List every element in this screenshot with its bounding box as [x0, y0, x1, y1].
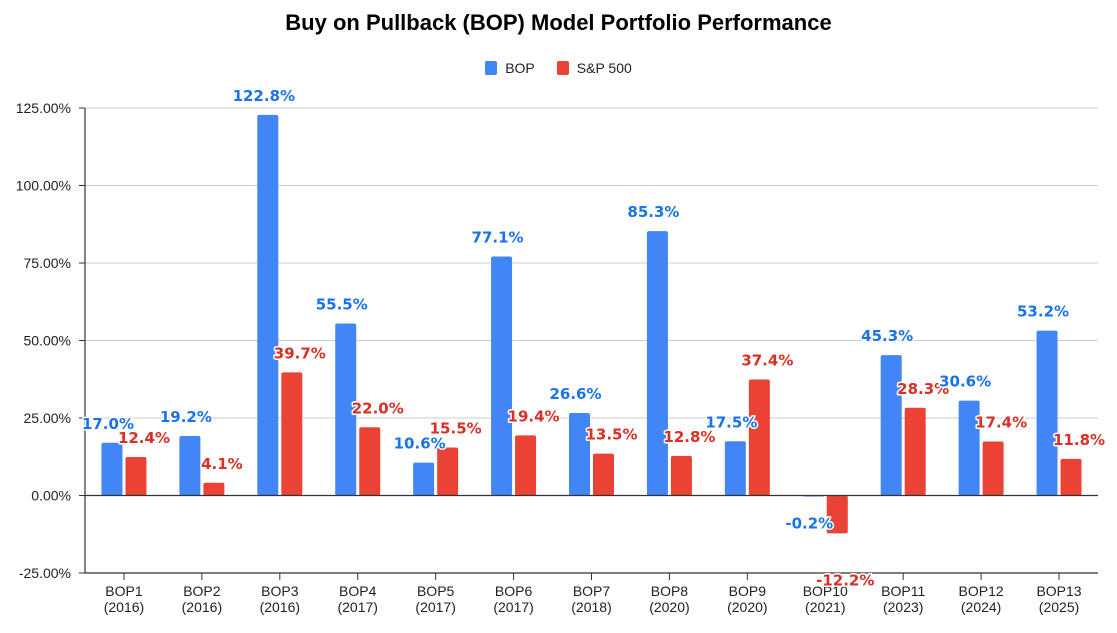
x-tick-label: BOP2 — [183, 583, 221, 599]
x-tick-label: BOP6 — [495, 583, 533, 599]
bar-bop — [179, 435, 201, 496]
data-label-bop: 26.6% — [549, 385, 601, 403]
data-label-sp500: 28.3% — [897, 380, 949, 398]
bar-sp500 — [359, 427, 381, 496]
x-tick-label: BOP13 — [1036, 583, 1081, 599]
legend-label-bop: BOP — [505, 60, 535, 76]
x-tick-label: BOP8 — [651, 583, 689, 599]
bar-bop — [1036, 330, 1058, 496]
legend-swatch-sp500 — [556, 61, 569, 75]
bar-bop — [491, 256, 513, 496]
data-label-bop: 55.5% — [316, 295, 368, 313]
data-label-sp500: 12.8% — [663, 428, 715, 446]
x-tick-label-year: (2020) — [649, 599, 689, 615]
data-label-sp500: 4.1% — [201, 455, 243, 473]
bar-sp500 — [203, 482, 225, 496]
y-tick-label: -25.00% — [19, 565, 71, 581]
bar-sp500 — [125, 457, 147, 496]
x-tick-label-year: (2017) — [493, 599, 533, 615]
data-label-bop: 30.6% — [939, 373, 991, 391]
y-tick-label: 125.00% — [16, 100, 71, 116]
bar-sp500 — [437, 447, 459, 496]
bar-sp500 — [593, 453, 614, 496]
data-label-sp500: 13.5% — [585, 426, 637, 444]
x-tick-label: BOP9 — [729, 583, 767, 599]
x-tick-label-year: (2024) — [961, 599, 1001, 615]
x-tick-label-year: (2025) — [1039, 599, 1079, 615]
data-label-sp500: 15.5% — [430, 419, 482, 437]
x-tick-label-year: (2023) — [883, 599, 923, 615]
chart-title: Buy on Pullback (BOP) Model Portfolio Pe… — [285, 10, 832, 35]
data-label-bop: 77.1% — [472, 228, 524, 246]
x-tick-label-year: (2020) — [727, 599, 767, 615]
data-label-bop: 45.3% — [861, 327, 913, 345]
data-label-bop: 17.0% — [82, 415, 134, 433]
y-tick-label: 75.00% — [24, 255, 71, 271]
y-tick-label: 0.00% — [31, 488, 71, 504]
x-tick-label-year: (2017) — [415, 599, 455, 615]
data-label-bop: 19.2% — [160, 408, 212, 426]
legend-item-bop[interactable]: BOP — [485, 60, 535, 76]
data-label-bop: 85.3% — [627, 203, 679, 221]
bar-bop — [335, 323, 357, 496]
x-tick-label: BOP5 — [417, 583, 455, 599]
data-label-bop: 53.2% — [1017, 303, 1069, 321]
x-tick-label: BOP10 — [803, 583, 848, 599]
legend-item-sp500[interactable]: S&P 500 — [556, 60, 632, 76]
data-label-sp500: 17.4% — [975, 414, 1027, 432]
bar-bop — [101, 442, 123, 496]
bar-bop — [958, 400, 980, 496]
data-label-bop: 17.5% — [705, 413, 757, 431]
bar-bop — [646, 231, 668, 496]
bar-sp500 — [982, 441, 1004, 496]
y-tick-label: 50.00% — [24, 333, 71, 349]
data-label-sp500: 37.4% — [741, 352, 793, 370]
x-tick-label-year: (2021) — [805, 599, 845, 615]
y-tick-label: 25.00% — [24, 410, 71, 426]
x-tick-label: BOP7 — [573, 583, 611, 599]
bar-sp500 — [748, 379, 770, 496]
data-label-sp500: -12.2% — [816, 571, 874, 589]
y-tick-label: 100.00% — [16, 178, 71, 194]
bar-sp500 — [826, 495, 848, 534]
bar-sp500 — [904, 407, 926, 496]
legend-label-sp500: S&P 500 — [576, 60, 632, 76]
x-tick-label-year: (2016) — [104, 599, 144, 615]
x-tick-label: BOP3 — [261, 583, 299, 599]
data-label-sp500: 22.0% — [352, 399, 404, 417]
bar-sp500 — [515, 435, 537, 496]
bar-bop — [724, 441, 746, 496]
bar-bop — [413, 462, 435, 496]
x-tick-label-year: (2016) — [182, 599, 222, 615]
x-tick-label-year: (2016) — [260, 599, 300, 615]
x-tick-label-year: (2017) — [337, 599, 377, 615]
bar-sp500 — [281, 372, 303, 496]
data-label-bop: 122.8% — [233, 87, 295, 105]
data-label-sp500: 39.7% — [274, 344, 326, 362]
data-label-sp500: 19.4% — [508, 407, 560, 425]
bar-bop — [569, 413, 590, 496]
data-label-bop: 10.6% — [394, 435, 446, 453]
x-tick-label-year: (2018) — [571, 599, 611, 615]
bar-sp500 — [1060, 458, 1082, 496]
bar-bop — [880, 355, 902, 496]
data-label-sp500: 11.8% — [1053, 431, 1105, 449]
data-label-sp500: 12.4% — [118, 429, 170, 447]
x-tick-label: BOP12 — [959, 583, 1004, 599]
x-tick-label: BOP1 — [105, 583, 143, 599]
legend-swatch-bop — [485, 61, 498, 75]
x-tick-label: BOP11 — [881, 583, 925, 599]
bar-bop — [257, 114, 279, 496]
data-label-bop: -0.2% — [785, 515, 833, 533]
x-tick-label: BOP4 — [339, 583, 377, 599]
bar-sp500 — [670, 455, 692, 496]
legend: BOP S&P 500 — [0, 60, 1117, 76]
